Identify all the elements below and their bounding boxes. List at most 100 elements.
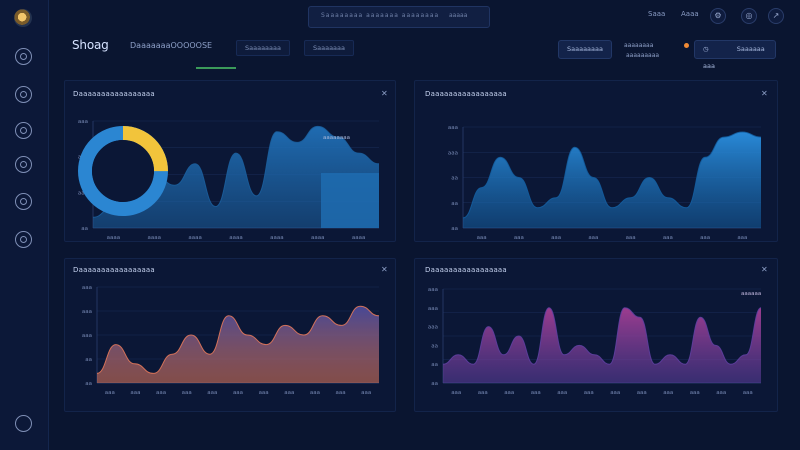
x-tick-label: aaa [477, 235, 487, 241]
x-tick-label: aaa [588, 235, 598, 241]
chart-2: aaa aaa aaa aaa aaa aaa aaa aaaaaaaaaaaaaaa [448, 125, 762, 241]
x-tick-label: aaa [514, 235, 524, 241]
settings-icon[interactable]: ⚙ [710, 8, 726, 24]
y-tick-label: aaa [448, 125, 458, 131]
x-tick-label: aaaa [229, 235, 242, 241]
reports-icon[interactable] [15, 193, 32, 210]
y-tick-label: aa [451, 176, 458, 182]
y-tick-label: aa [431, 343, 438, 349]
annotation-label: aaaaaaaa [323, 135, 350, 141]
x-tick-label: aaa [610, 390, 620, 396]
area-fill [93, 126, 379, 228]
donut-segment [78, 126, 168, 216]
tab-details[interactable]: Saaaaaaa [304, 40, 355, 56]
x-tick-label: aaa [557, 390, 567, 396]
x-tick-label: aaa [105, 390, 115, 396]
user-chip[interactable]: aaaaaaaa aaaaaaaaa [618, 40, 674, 62]
panel-title: Daaaaaaaaaaaaaaaaa [73, 266, 155, 274]
x-tick-label: aaa [233, 390, 243, 396]
share-icon[interactable]: ↗ [768, 8, 784, 24]
x-tick-label: aaa [451, 390, 461, 396]
x-tick-label: aaa [716, 390, 726, 396]
clock-icon: ◷ [703, 45, 709, 53]
y-tick-label: aaa [82, 285, 92, 291]
panel-2: Daaaaaaaaaaaaaaaaa ✕ aaa aaa aaa aaa aaa aaa a… [414, 80, 778, 242]
series-line [462, 131, 762, 219]
panel-title: Daaaaaaaaaaaaaaaaa [425, 90, 507, 98]
x-tick-label: aaa [737, 235, 747, 241]
panel-1: Daaaaaaaaaaaaaaaaa ✕ aaaa aaaa aaaa aaaa aaa… [64, 80, 396, 242]
search-text: Saaaaaaaa aaaaaaa aaaaaaaa [321, 12, 440, 19]
close-icon[interactable]: ✕ [761, 265, 768, 274]
y-tick-label: aaa [428, 287, 438, 293]
x-tick-label: aaaa [270, 235, 283, 241]
x-tick-label: aaaa [107, 235, 120, 241]
sidebar [0, 0, 49, 450]
y-tick-label: aa [451, 226, 458, 232]
x-tick-label: aaa [743, 390, 753, 396]
top-link-2[interactable]: Aaaa [681, 10, 699, 18]
user-label: aaaaaaaa [624, 42, 654, 49]
x-tick-label: aaa [663, 390, 673, 396]
y-tick-label: aa [85, 381, 92, 387]
x-tick-label: aaa [335, 390, 345, 396]
annotation-label: aaaaaa [741, 291, 761, 297]
tab-overview[interactable]: Saaaaaaaa [236, 40, 290, 56]
panel-3: Daaaaaaaaaaaaaaaaa ✕ aaa aaa aaa aaa aaa aaa a… [64, 258, 396, 412]
active-tab-indicator [196, 67, 236, 69]
close-icon[interactable]: ✕ [381, 265, 388, 274]
chart-3: aaa aaa aaa aaa aaa aaa aaa aaa aaa aaa aaaaaaaaaa… [82, 285, 380, 396]
search-bar[interactable]: Saaaaaaaa aaaaaaa aaaaaaaa aaaaa [308, 6, 490, 28]
settings-icon[interactable] [15, 122, 32, 139]
x-tick-label: aaaa [311, 235, 324, 241]
x-tick-label: aaa [284, 390, 294, 396]
x-tick-label: aaa [504, 390, 514, 396]
y-tick-label: aa [85, 357, 92, 363]
y-tick-label: aaa [448, 150, 458, 156]
chart-1: aaaa aaaa aaaa aaaa aaaa aaaa aaaaaaaaaaaaaaaa… [78, 119, 380, 241]
x-tick-label: aaa [637, 390, 647, 396]
x-tick-label: aaaa [188, 235, 201, 241]
highlight-block [321, 173, 379, 228]
analytics-icon[interactable] [15, 86, 32, 103]
y-tick-label: aa [81, 226, 88, 232]
x-tick-label: aaa [310, 390, 320, 396]
x-tick-label: aaaa [352, 235, 365, 241]
header-pill-2-label: Saaaaaa aaa [703, 45, 765, 70]
user-sub: aaaaaaaaa [626, 52, 660, 59]
monitor-icon[interactable] [15, 231, 32, 248]
brand-subtitle: DaaaaaaaOOOOOSE [130, 41, 213, 50]
y-tick-label: aaa [78, 119, 88, 125]
globe-icon[interactable]: ◎ [741, 8, 757, 24]
brand-title: Shoag [72, 38, 109, 52]
x-tick-label: aaa [478, 390, 488, 396]
chart-4: aaa aaa aaa aaa aaa aaa aaa aaa aaa aaa aaa aaaaaaa… [428, 287, 762, 396]
series-line [442, 307, 762, 365]
close-icon[interactable]: ✕ [381, 89, 388, 98]
account-icon[interactable] [15, 415, 32, 432]
x-tick-label: aaa [584, 390, 594, 396]
area-fill [463, 132, 761, 228]
x-tick-label: aaa [156, 390, 166, 396]
panel-title: Daaaaaaaaaaaaaaaaa [73, 90, 155, 98]
y-tick-label: aaa [82, 333, 92, 339]
x-tick-label: aaa [690, 390, 700, 396]
x-tick-label: aaaa [148, 235, 161, 241]
close-icon[interactable]: ✕ [761, 89, 768, 98]
x-tick-label: aaa [259, 390, 269, 396]
panel-title: Daaaaaaaaaaaaaaaaa [425, 266, 507, 274]
search-secondary: aaaaa [449, 12, 468, 19]
y-tick-label: aaa [428, 325, 438, 331]
y-tick-label: aaa [78, 190, 88, 196]
y-tick-label: aa [431, 362, 438, 368]
app-logo[interactable] [14, 9, 32, 27]
series-line [96, 305, 380, 374]
top-link-1[interactable]: Saaa [648, 10, 666, 18]
users-icon[interactable] [15, 156, 32, 173]
x-tick-label: aaa [663, 235, 673, 241]
area-fill [97, 306, 379, 383]
header-pill-1[interactable]: Saaaaaaaa [558, 40, 612, 59]
dashboard-icon[interactable] [15, 48, 32, 65]
y-tick-label: aa [451, 201, 458, 207]
header-pill-2[interactable]: ◷ Saaaaaa aaa [694, 40, 776, 70]
